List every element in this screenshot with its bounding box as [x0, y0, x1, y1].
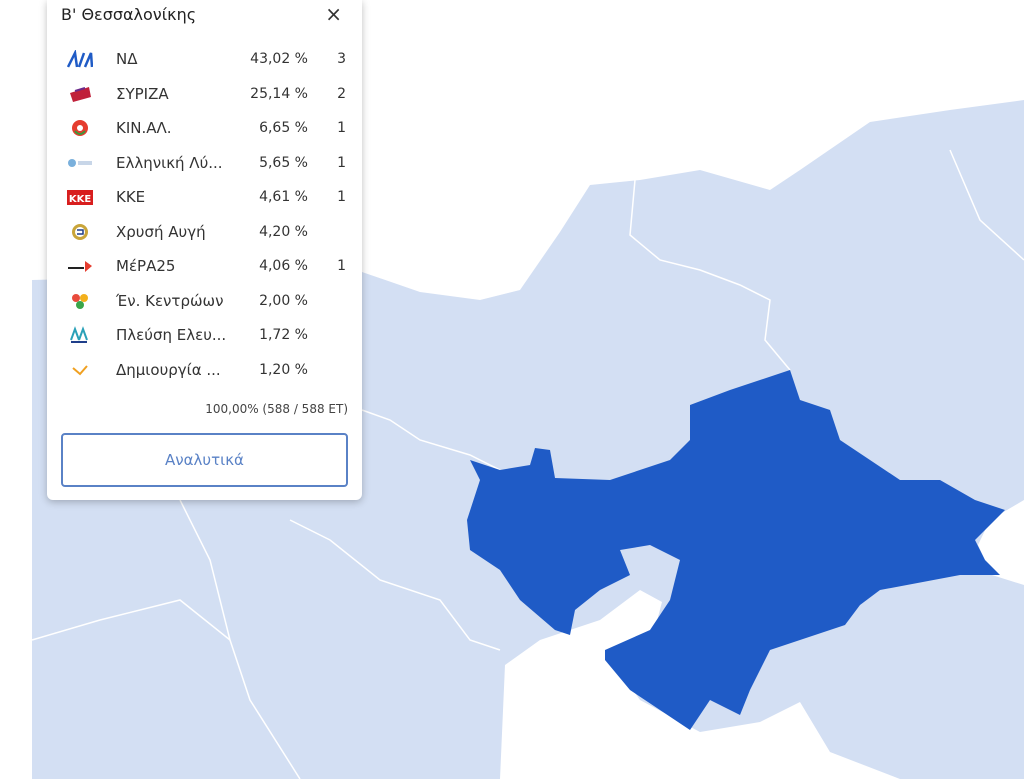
sea	[500, 590, 900, 779]
vote-percent: 6,65 %	[259, 120, 308, 136]
details-button[interactable]: Αναλυτικά	[61, 433, 348, 487]
result-row: Δημιουργία ... 1,20 %	[47, 353, 362, 387]
party-name: ΣΥΡΙΖΑ	[116, 84, 169, 103]
party-logo	[67, 292, 93, 310]
vote-percent: 1,72 %	[259, 327, 308, 343]
party-logo	[67, 154, 93, 172]
close-button[interactable]: ×	[325, 2, 342, 26]
party-logo	[67, 223, 93, 241]
party-logo	[67, 257, 93, 275]
result-row: KKE ΚΚΕ 4,61 % 1	[47, 180, 362, 214]
seats: 2	[337, 85, 346, 102]
vote-percent: 4,61 %	[259, 189, 308, 205]
selected-district[interactable]	[467, 370, 1005, 730]
party-logo	[67, 119, 93, 137]
party-name: ΜέΡΑ25	[116, 257, 176, 275]
result-row: ΚΙΝ.ΑΛ. 6,65 % 1	[47, 111, 362, 145]
party-logo	[67, 85, 93, 103]
result-row: Έν. Κεντρώων 2,00 %	[47, 284, 362, 318]
vote-percent: 2,00 %	[259, 292, 308, 309]
result-row: ΜέΡΑ25 4,06 % 1	[47, 249, 362, 283]
counted-summary: 100,00% (588 / 588 ΕΤ)	[205, 402, 348, 416]
vote-percent: 5,65 %	[259, 154, 308, 171]
border	[31, 599, 231, 641]
seats: 1	[337, 189, 346, 205]
party-logo	[67, 326, 93, 344]
party-name: ΚΙΝ.ΑΛ.	[116, 119, 172, 137]
result-row: Πλεύση Ελευ... 1,72 %	[47, 318, 362, 352]
results-panel: Β' Θεσσαλονίκης × ΝΔ 43,02 % 3 ΣΥΡΙΖΑ 25,14 …	[47, 0, 362, 500]
seats: 1	[337, 120, 346, 136]
border	[289, 519, 501, 651]
party-logo: KKE	[67, 188, 93, 206]
party-name: Ελληνική Λύ...	[116, 153, 223, 172]
border	[361, 409, 501, 471]
party-name: Δημιουργία ...	[116, 360, 221, 379]
seats: 1	[337, 258, 346, 274]
border	[949, 149, 1024, 261]
party-name: Χρυσή Αυγή	[116, 222, 206, 241]
seats: 1	[337, 154, 346, 171]
vote-percent: 43,02 %	[250, 51, 308, 67]
party-logo	[66, 48, 94, 68]
vote-percent: 4,20 %	[259, 223, 308, 240]
result-row: ΣΥΡΙΖΑ 25,14 % 2	[47, 77, 362, 111]
party-name: ΝΔ	[116, 50, 138, 68]
party-logo	[67, 361, 93, 379]
borders	[31, 149, 1024, 779]
result-row: Χρυσή Αυγή 4,20 %	[47, 215, 362, 249]
vote-percent: 4,06 %	[259, 258, 308, 274]
vote-percent: 25,14 %	[250, 85, 308, 102]
district-title: Β' Θεσσαλονίκης	[61, 5, 197, 24]
border	[629, 179, 791, 371]
party-name: Πλεύση Ελευ...	[116, 326, 227, 344]
seats: 3	[337, 51, 346, 67]
party-name: Έν. Κεντρώων	[116, 291, 224, 310]
result-row: ΝΔ 43,02 % 3	[47, 42, 362, 76]
vote-percent: 1,20 %	[259, 361, 308, 378]
svg-text:KKE: KKE	[69, 194, 91, 205]
result-row: Ελληνική Λύ... 5,65 % 1	[47, 146, 362, 180]
party-name: ΚΚΕ	[116, 188, 146, 206]
